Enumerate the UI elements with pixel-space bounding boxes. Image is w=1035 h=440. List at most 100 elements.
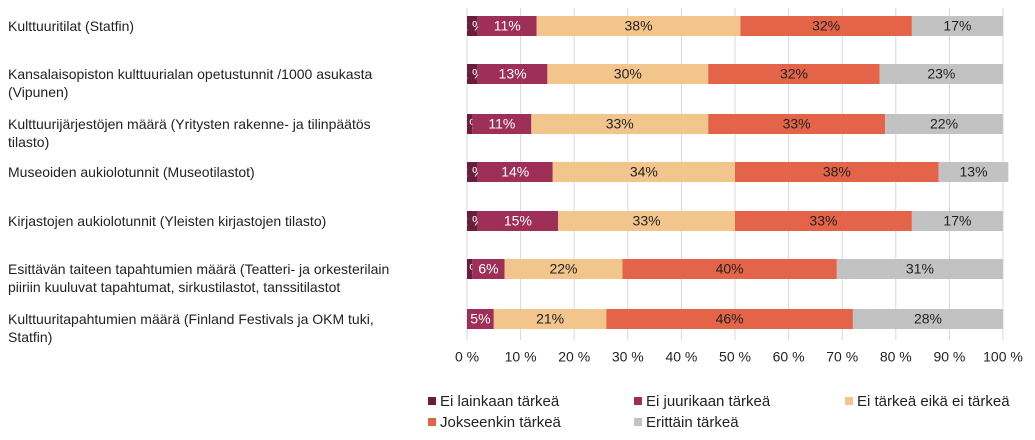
bar-segment (467, 64, 478, 84)
data-label: 32% (812, 18, 840, 34)
legend-label: Jokseenkin tärkeä (440, 414, 562, 431)
category-line: tilasto) (8, 134, 49, 150)
bar-segment (552, 162, 735, 182)
data-label: 38% (823, 164, 851, 180)
legend-label: Ei tärkeä eikä ei tärkeä (857, 393, 1010, 410)
category-label: Kirjastojen aukiolotunnit (Yleisten kirj… (8, 213, 326, 229)
data-label: 5% (470, 311, 490, 327)
bar-segment (558, 211, 735, 231)
bar-segment (740, 16, 912, 36)
bar-segment (467, 259, 473, 279)
bar-segment (504, 259, 623, 279)
data-label: 46% (716, 311, 744, 327)
legend-swatch (428, 397, 436, 405)
data-label: 32% (780, 66, 808, 82)
bar-segment (536, 16, 741, 36)
category-line: Kirjastojen aukiolotunnit (Yleisten kirj… (8, 213, 326, 229)
data-label: 13% (499, 66, 527, 82)
x-tick-label: 50 % (719, 349, 751, 365)
bar-segment (467, 16, 478, 36)
bar-segment (477, 16, 537, 36)
bar-segment (477, 211, 559, 231)
bar-segment (852, 309, 1003, 329)
bar-segment (531, 114, 709, 134)
x-tick-label: 40 % (665, 349, 697, 365)
legend-swatch (428, 418, 436, 426)
bar-segment (467, 114, 473, 134)
x-tick-label: 90 % (933, 349, 965, 365)
data-label: 15% (504, 213, 532, 229)
legend-label: Ei lainkaan tärkeä (440, 393, 560, 410)
x-tick-label: 70 % (826, 349, 858, 365)
x-tick-label: 20 % (558, 349, 590, 365)
category-line: (Vipunen) (8, 84, 68, 100)
bar-segment (938, 162, 1009, 182)
bar-segment (836, 259, 1003, 279)
x-tick-label: 10 % (505, 349, 537, 365)
bar-segment (472, 114, 532, 134)
bar-segment (467, 211, 478, 231)
legend-label: Ei juurikaan tärkeä (646, 393, 771, 410)
bar-segment (472, 259, 505, 279)
legend-swatch (634, 397, 642, 405)
data-label: 17% (943, 213, 971, 229)
data-label: 14% (501, 164, 529, 180)
bar-segment (606, 309, 853, 329)
x-tick-label: 60 % (773, 349, 805, 365)
category-label: Kulttuuritapahtumien määrä (Finland Fest… (8, 311, 374, 345)
category-line: Kulttuuritapahtumien määrä (Finland Fest… (8, 311, 374, 327)
category-line: Esittävän taiteen tapahtumien määrä (Tea… (8, 261, 389, 277)
bar-segment (493, 309, 607, 329)
data-label: 6% (478, 261, 498, 277)
data-label: 33% (783, 116, 811, 132)
category-line: Kulttuurijärjestöjen määrä (Yritysten ra… (8, 116, 371, 132)
category-line: Kulttuuritilat (Statfin) (8, 18, 134, 34)
legend-swatch (845, 397, 853, 405)
data-label: 22% (930, 116, 958, 132)
legend-label: Erittäin tärkeä (646, 414, 739, 431)
category-label: Esittävän taiteen tapahtumien määrä (Tea… (8, 261, 389, 295)
data-label: 23% (927, 66, 955, 82)
data-label: 17% (943, 18, 971, 34)
bar-segment (547, 64, 709, 84)
category-label: Museoiden aukiolotunnit (Museotilastot) (8, 164, 255, 180)
data-label: 33% (633, 213, 661, 229)
data-label: 22% (549, 261, 577, 277)
data-label: 33% (606, 116, 634, 132)
x-tick-label: 100 % (983, 349, 1023, 365)
category-label: Kulttuuritilat (Statfin) (8, 18, 134, 34)
category-line: piiriin kuuluvat tapahtumat, sirkustilas… (8, 279, 340, 295)
bar-segment (477, 64, 548, 84)
data-label: 40% (716, 261, 744, 277)
bar-segment (708, 114, 886, 134)
category-line: Statfin) (8, 329, 52, 345)
category-label: Kansalaisopiston kulttuurialan opetustun… (8, 66, 372, 100)
data-label: 31% (906, 261, 934, 277)
data-label: 28% (914, 311, 942, 327)
bar-segment (467, 162, 478, 182)
category-label: Kulttuurijärjestöjen määrä (Yritysten ra… (8, 116, 371, 150)
data-label: 11% (494, 18, 521, 34)
bar-segment (477, 162, 553, 182)
bar-segment (735, 162, 939, 182)
bar-segment (879, 64, 1003, 84)
bar-segment (735, 211, 912, 231)
data-label: 38% (625, 18, 653, 34)
data-label: 33% (809, 213, 837, 229)
category-line: Kansalaisopiston kulttuurialan opetustun… (8, 66, 372, 82)
bar-segment (911, 211, 1003, 231)
category-line: Museoiden aukiolotunnit (Museotilastot) (8, 164, 255, 180)
x-tick-label: 80 % (880, 349, 912, 365)
bar-segment (708, 64, 880, 84)
data-label: 11% (488, 116, 515, 132)
data-label: 30% (614, 66, 642, 82)
data-label: 13% (960, 164, 988, 180)
bar-segment (911, 16, 1003, 36)
x-tick-label: 0 % (455, 349, 479, 365)
legend-swatch (634, 418, 642, 426)
data-label: 21% (536, 311, 564, 327)
x-tick-label: 30 % (612, 349, 644, 365)
bar-segment (467, 309, 494, 329)
bar-segment (885, 114, 1003, 134)
